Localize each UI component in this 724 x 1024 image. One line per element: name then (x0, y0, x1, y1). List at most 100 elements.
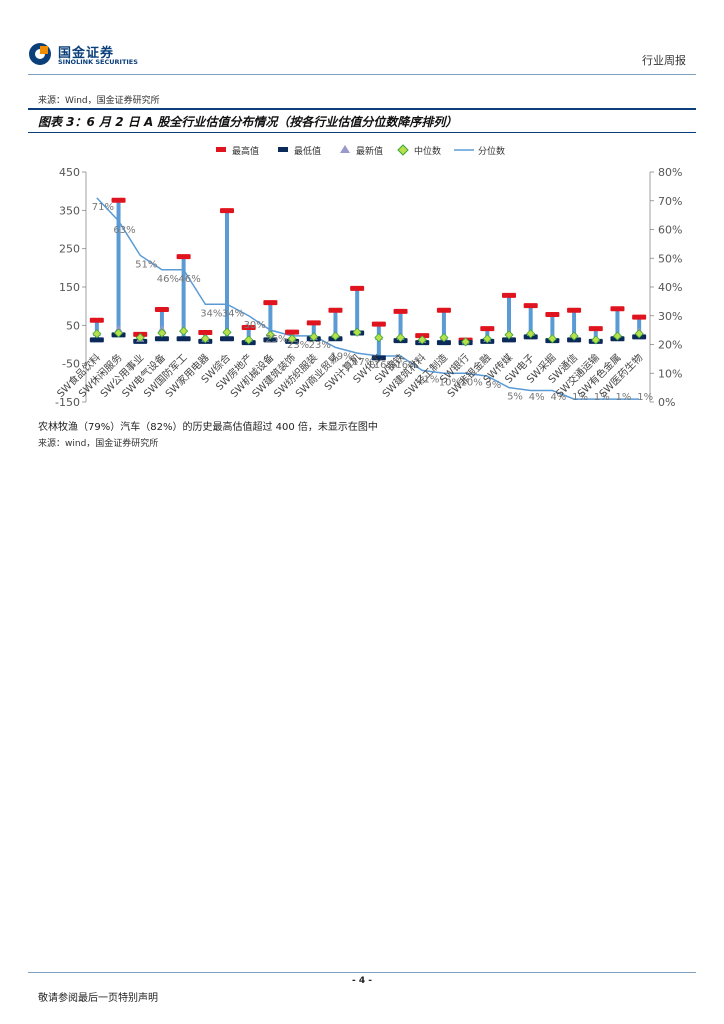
median-marker (374, 333, 384, 343)
max-marker (371, 321, 386, 327)
max-marker (350, 285, 365, 291)
legend-median-icon (397, 144, 409, 156)
percentile-label: 19% (330, 351, 352, 362)
min-marker (263, 337, 278, 343)
percentile-label: 63% (113, 225, 135, 236)
min-marker (176, 336, 191, 342)
median-marker (222, 327, 232, 337)
median-marker (244, 335, 254, 345)
range-bar (268, 303, 273, 340)
median-marker (526, 329, 536, 339)
range-bar (615, 309, 620, 339)
percentile-label: 1% (572, 392, 588, 403)
range-bar (225, 211, 229, 339)
min-marker (371, 355, 386, 361)
median-marker (92, 329, 102, 339)
y-tick-label: 150 (59, 281, 80, 294)
legend-latest-icon (340, 145, 350, 153)
median-marker (417, 335, 427, 345)
median-marker (287, 334, 297, 344)
range-bar (441, 310, 446, 343)
median-marker (157, 328, 167, 338)
percentile-label: 10% (460, 377, 482, 388)
median-marker (439, 333, 449, 343)
legend-label: 分位数 (478, 145, 505, 157)
max-marker (545, 311, 560, 317)
y-tick-label: -50 (62, 358, 80, 371)
percentile-label: 34% (222, 308, 244, 319)
max-marker (393, 308, 408, 314)
max-marker (632, 314, 647, 320)
max-marker (502, 292, 516, 298)
legend-label: 最高值 (232, 145, 259, 157)
figure-title: 图表 3：6 月 2 日 A 股全行业估值分布情况（按各行业估值分位数降序排列） (38, 115, 458, 129)
median-marker (135, 333, 145, 343)
median-marker (113, 328, 124, 338)
range-bar (550, 314, 555, 341)
percentile-label: 23% (309, 340, 331, 351)
legend-max-icon (216, 147, 226, 152)
max-marker (610, 306, 625, 312)
percentile-label: 16% (395, 360, 417, 371)
range-bar (311, 323, 316, 339)
max-marker (328, 307, 343, 313)
max-marker (111, 197, 126, 203)
max-marker (198, 330, 213, 335)
legend-label: 最低值 (294, 145, 321, 157)
max-marker (480, 326, 495, 332)
y-tick-label: 450 (59, 166, 80, 179)
page-number: - 4 - (352, 976, 372, 986)
median-marker (634, 329, 644, 339)
percentile-label: 30% (244, 320, 266, 331)
median-marker (547, 334, 557, 344)
max-marker (154, 307, 169, 312)
range-bar (116, 200, 121, 335)
median-marker (591, 335, 601, 345)
legend-label: 中位数 (414, 145, 441, 157)
min-marker (89, 337, 104, 343)
valuation-distribution-chart: 最高值 最低值 最新值 中位数 分位数 -150 -50 50 150 250 350 450 0% 10… (54, 144, 682, 409)
percentile-label: 1% (594, 392, 610, 403)
median-marker (461, 337, 471, 347)
median-marker (309, 332, 319, 342)
percentile-label: 16% (374, 360, 396, 371)
range-bar (333, 310, 338, 339)
report-type: 行业周报 (642, 54, 686, 67)
max-marker (176, 254, 191, 260)
max-marker (220, 208, 234, 214)
min-marker (502, 337, 516, 343)
company-logo-mark-icon (29, 43, 51, 65)
percentile-line (96, 197, 640, 400)
percentile-label: 34% (200, 308, 222, 319)
percentile-label: 51% (135, 259, 157, 270)
max-marker (241, 325, 256, 331)
min-marker (220, 336, 234, 342)
y2-tick-label: 40% (658, 281, 682, 294)
max-marker (285, 329, 300, 335)
range-bar (398, 311, 403, 341)
y2-tick-label: 20% (658, 339, 682, 352)
logo-english-text: SINOLINK SECURITIES (58, 58, 138, 66)
y2-tick-label: 80% (658, 166, 682, 179)
y-tick-label: 50 (66, 319, 80, 332)
range-bar (355, 288, 360, 333)
header-divider (28, 74, 696, 75)
percentile-label: 11% (417, 374, 439, 385)
y2-tick-label: 50% (658, 252, 682, 265)
range-bar (507, 295, 511, 340)
max-marker (588, 326, 603, 332)
median-marker (569, 331, 579, 341)
chart-note: 农林牧渔（79%）汽车（82%）的历史最高估值超过 400 倍，未显示在图中 (38, 422, 378, 433)
min-marker (154, 336, 169, 342)
range-bar (572, 310, 577, 340)
percentile-label: 23% (287, 340, 309, 351)
median-marker (200, 334, 210, 344)
percentile-label: 9% (485, 380, 501, 391)
y2-tick-label: 30% (658, 310, 682, 323)
percentile-label: 1% (616, 392, 632, 403)
median-marker (265, 330, 275, 340)
percentile-label: 46% (157, 274, 179, 285)
percentile-label: 46% (178, 274, 200, 285)
max-marker (89, 317, 104, 323)
max-marker (567, 307, 582, 313)
